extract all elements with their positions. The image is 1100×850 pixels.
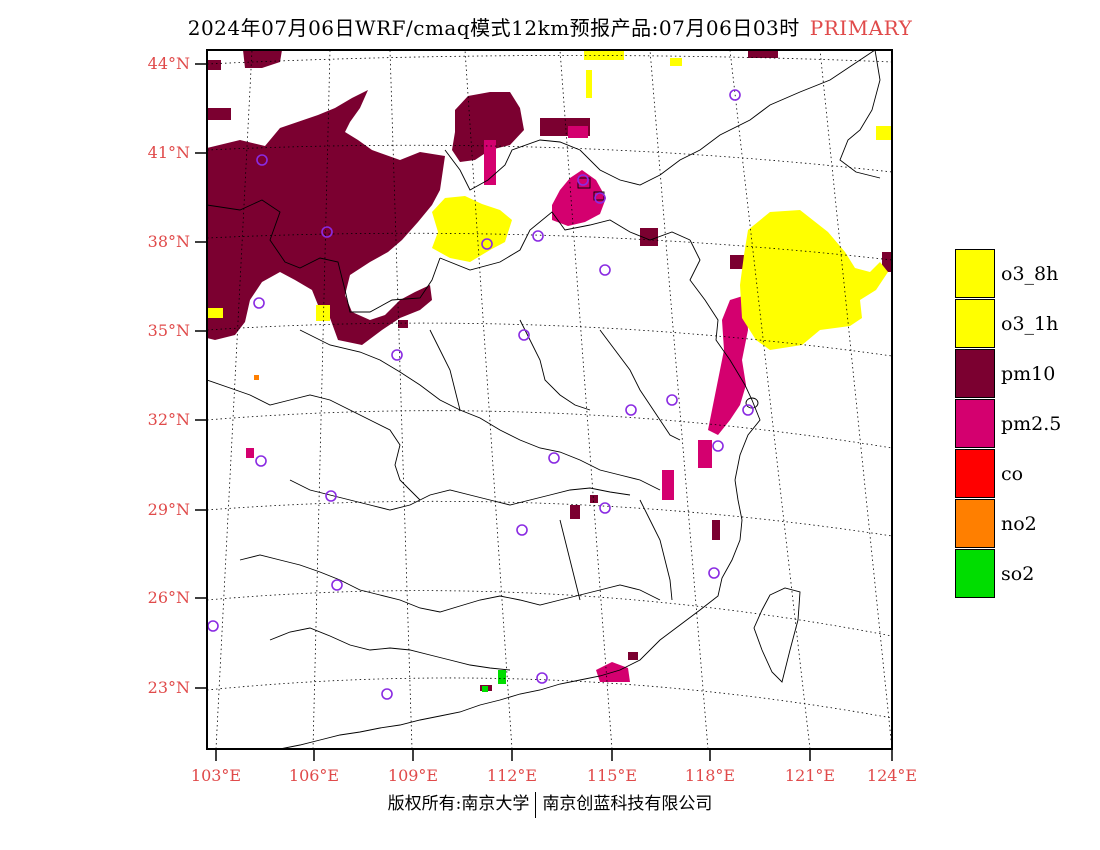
station-marker (594, 192, 606, 204)
lat-label-35: 35°N (147, 321, 190, 340)
station-marker (625, 404, 637, 416)
axis-ticks (195, 63, 893, 761)
station-marker (666, 394, 678, 406)
pm25-spot (246, 448, 254, 458)
pm10-spot (398, 320, 408, 328)
legend-swatch (955, 249, 995, 298)
title-text: 2024年07月06日WRF/cmaq模式12km预报产品:07月06日03时 (187, 16, 800, 40)
legend-label: o3_8h (1001, 263, 1059, 285)
pm10-spot (748, 50, 778, 58)
legend-label: so2 (1001, 563, 1035, 585)
legend-swatch (955, 549, 995, 598)
o3-spot (876, 126, 892, 140)
pm10-spot (640, 228, 658, 246)
station-marker (742, 404, 754, 416)
station-marker (599, 502, 611, 514)
title-tag: PRIMARY (809, 16, 913, 40)
lon-label-106: 106°E (288, 766, 340, 785)
station-marker (256, 154, 268, 166)
legend-swatch (955, 349, 995, 398)
station-marker (325, 490, 337, 502)
station-marker (577, 174, 589, 186)
pm10-spot (882, 252, 892, 272)
pm25-spot (662, 470, 674, 500)
legend-label: o3_1h (1001, 313, 1059, 335)
pm25-region-coast (708, 295, 748, 435)
o3-region-north (432, 196, 512, 262)
station-marker (518, 329, 530, 341)
no2-spot (254, 375, 259, 380)
pm10-spot (590, 495, 598, 503)
lat-label-44: 44°N (147, 54, 190, 73)
pm25-spot (698, 440, 712, 468)
pm10-spot (207, 60, 221, 70)
station-marker (599, 264, 611, 276)
pm10-spot (207, 108, 231, 120)
lat-label-32: 32°N (147, 410, 190, 429)
copyright-line: 版权所有:南京大学 南京创蓝科技有限公司 (0, 789, 1100, 818)
station-marker (391, 349, 403, 361)
station-marker (253, 297, 265, 309)
station-marker (255, 455, 267, 467)
legend-swatch (955, 449, 995, 498)
station-marker (381, 688, 393, 700)
station-marker (321, 226, 333, 238)
pm25-region-beijing (552, 170, 606, 226)
legend-label: pm10 (1001, 363, 1056, 385)
graticule (207, 50, 892, 749)
copyright-left: 版权所有:南京大学 (387, 794, 530, 814)
copyright-right: 南京创蓝科技有限公司 (542, 794, 713, 814)
legend-label: no2 (1001, 513, 1037, 535)
pm10-spot (712, 520, 720, 540)
pm25-spot (484, 140, 496, 185)
pm10-spot (570, 505, 580, 519)
legend-label: pm2.5 (1001, 413, 1062, 435)
legend-swatch (955, 499, 995, 548)
legend-label: co (1001, 463, 1024, 485)
so2-spot (482, 686, 488, 692)
lon-label-118: 118°E (684, 766, 736, 785)
pm10-spot (730, 255, 744, 269)
station-marker (481, 238, 493, 250)
o3-spot (584, 50, 624, 60)
page-title: 2024年07月06日WRF/cmaq模式12km预报产品:07月06日03时 P… (0, 12, 1100, 41)
lon-label-121: 121°E (784, 766, 836, 785)
so2-spot (498, 670, 506, 684)
station-marker (207, 620, 219, 632)
station-marker (536, 672, 548, 684)
o3-spot (207, 308, 223, 318)
legend-swatch (955, 399, 995, 448)
o3-spot (670, 58, 682, 66)
lat-label-41: 41°N (147, 143, 190, 162)
o3-region-shandong (740, 210, 888, 350)
copyright-divider (535, 791, 537, 818)
station-marker (516, 524, 528, 536)
pm10-region-top (243, 50, 282, 68)
station-marker (729, 89, 741, 101)
map-frame (206, 49, 893, 750)
o3-spot (316, 305, 330, 321)
pm10-region-innermongolia (452, 92, 524, 162)
pm25-spot (568, 126, 588, 138)
lon-label-124: 124°E (866, 766, 918, 785)
lon-label-103: 103°E (190, 766, 242, 785)
lon-label-109: 109°E (387, 766, 439, 785)
lat-label-29: 29°N (147, 500, 190, 519)
station-marker (532, 230, 544, 242)
station-marker (331, 579, 343, 591)
legend-swatch (955, 299, 995, 348)
station-marker (712, 440, 724, 452)
lon-label-112: 112°E (486, 766, 538, 785)
station-marker (548, 452, 560, 464)
station-marker (708, 567, 720, 579)
lat-label-26: 26°N (147, 588, 190, 607)
o3-spot (586, 70, 592, 98)
lat-label-23: 23°N (147, 678, 190, 697)
pm10-spot (628, 652, 638, 660)
lon-label-115: 115°E (586, 766, 638, 785)
boundary-lines (207, 50, 881, 749)
lat-label-38: 38°N (147, 232, 190, 251)
station-markers (207, 89, 754, 700)
